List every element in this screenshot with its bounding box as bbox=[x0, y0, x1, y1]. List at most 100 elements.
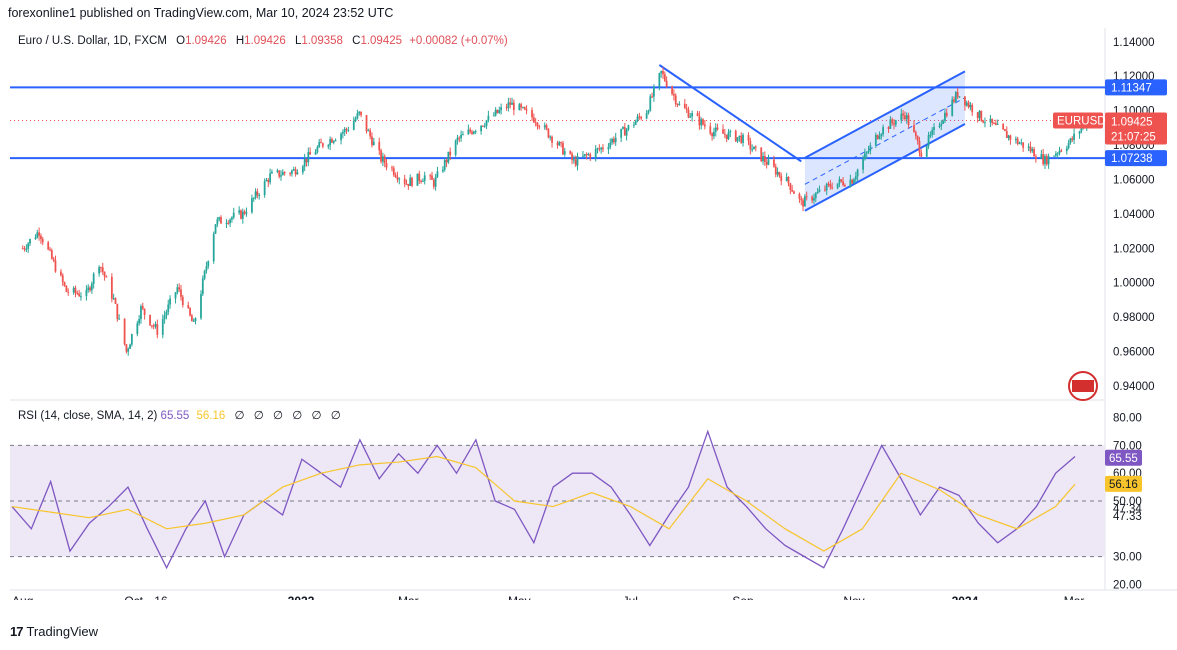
candle-body bbox=[905, 115, 908, 120]
channel-midline bbox=[804, 97, 966, 185]
candle-body bbox=[123, 318, 126, 345]
candle-body bbox=[1005, 131, 1008, 139]
price-tick-label: 1.00000 bbox=[1113, 278, 1155, 290]
time-axis-label: Mar bbox=[1064, 594, 1085, 600]
candle-body bbox=[1067, 142, 1070, 149]
hidden-value-icon: ∅ bbox=[272, 410, 284, 422]
time-axis-label: Nov bbox=[843, 594, 864, 600]
candle-body bbox=[331, 139, 333, 143]
candle-body bbox=[321, 143, 324, 147]
candle-body bbox=[882, 127, 884, 135]
candle-body bbox=[61, 275, 64, 283]
rsi-extra-label: 47.33 bbox=[1113, 511, 1142, 523]
candle-body bbox=[156, 324, 159, 335]
candle-body bbox=[518, 104, 521, 111]
candle-body bbox=[602, 147, 604, 150]
candle-body bbox=[201, 278, 204, 295]
candle-body bbox=[161, 319, 164, 335]
candle-body bbox=[856, 169, 859, 177]
last-price-badge: 1.09425 bbox=[1111, 117, 1153, 129]
candle-body bbox=[500, 107, 503, 111]
candle-body bbox=[823, 189, 826, 191]
candle-body bbox=[130, 334, 133, 345]
candle-body bbox=[614, 137, 617, 143]
candle-body bbox=[245, 212, 248, 214]
candle-body bbox=[563, 151, 566, 155]
footer-brand-text: TradingView bbox=[26, 624, 99, 639]
candle-body bbox=[634, 121, 637, 125]
candle-body bbox=[372, 141, 375, 146]
candle-body bbox=[283, 172, 286, 174]
candle-body bbox=[803, 196, 806, 207]
candle-body bbox=[805, 196, 808, 198]
rsi-legend: RSI (14, close, SMA, 14, 2) 65.55 56.16 … bbox=[18, 408, 341, 422]
symbol-tag-bg bbox=[1053, 112, 1103, 129]
candle-body bbox=[192, 320, 195, 322]
candle-body bbox=[674, 95, 677, 104]
candle-body bbox=[1060, 150, 1063, 152]
candle-body bbox=[49, 249, 51, 251]
candle-body bbox=[543, 125, 546, 128]
candle-body bbox=[632, 124, 635, 126]
candle-body bbox=[1080, 127, 1083, 132]
candle-body bbox=[352, 121, 355, 130]
candle-body bbox=[600, 147, 603, 150]
candle-body bbox=[1042, 154, 1045, 165]
candle-body bbox=[225, 222, 228, 224]
candle-body bbox=[460, 134, 462, 139]
publisher-line: forexonline1 published on TradingView.co… bbox=[8, 6, 394, 20]
time-axis-label: Aug bbox=[12, 594, 33, 600]
hidden-value-icon: ∅ bbox=[292, 410, 303, 422]
candle-body bbox=[1034, 156, 1037, 159]
candle-body bbox=[838, 179, 841, 184]
candle-body bbox=[252, 197, 255, 199]
candle-body bbox=[984, 122, 986, 124]
candle-body bbox=[880, 134, 883, 136]
candle-body bbox=[647, 110, 650, 114]
candle-body bbox=[334, 140, 337, 142]
candle-body bbox=[829, 184, 832, 188]
price-tick-label: 1.06000 bbox=[1113, 174, 1155, 186]
chart-canvas[interactable]: 1.140001.120001.100001.080001.060001.040… bbox=[0, 0, 1177, 600]
candle-body bbox=[178, 287, 181, 290]
candle-body bbox=[482, 125, 484, 127]
candle-body bbox=[785, 176, 788, 182]
candle-body bbox=[560, 141, 563, 144]
candle-body bbox=[636, 116, 639, 122]
candle-body bbox=[256, 191, 259, 196]
candle-body bbox=[991, 118, 994, 124]
footer-brand[interactable]: 17 TradingView bbox=[10, 624, 98, 639]
candle-body bbox=[663, 74, 666, 81]
candle-body bbox=[118, 318, 121, 320]
candle-body bbox=[269, 173, 272, 183]
candle-body bbox=[485, 120, 488, 126]
candle-body bbox=[149, 314, 151, 326]
currency-flag-stripe bbox=[1072, 380, 1094, 392]
candle-body bbox=[716, 127, 719, 130]
candle-body bbox=[314, 152, 317, 155]
candle-body bbox=[1054, 153, 1057, 156]
candle-body bbox=[1004, 129, 1006, 132]
time-axis-label: 16 bbox=[154, 594, 168, 600]
candle-body bbox=[507, 102, 510, 108]
candle-body bbox=[194, 318, 197, 321]
candle-body bbox=[383, 156, 386, 164]
candle-body bbox=[931, 129, 934, 135]
price-tick-label: 1.02000 bbox=[1113, 243, 1155, 255]
price-tick-label: 1.04000 bbox=[1113, 209, 1155, 221]
candle-body bbox=[296, 172, 299, 175]
candle-body bbox=[978, 110, 981, 119]
candle-body bbox=[289, 173, 292, 175]
candle-body bbox=[472, 131, 475, 134]
candle-body bbox=[980, 110, 983, 121]
candle-body bbox=[714, 127, 717, 132]
candle-body bbox=[696, 113, 699, 116]
candle-body bbox=[849, 179, 852, 187]
candle-body bbox=[278, 170, 281, 177]
rsi-value-badge-bg bbox=[1105, 449, 1142, 466]
candle-body bbox=[281, 172, 284, 176]
candle-body bbox=[547, 128, 550, 138]
candle-body bbox=[341, 132, 344, 134]
candle-body bbox=[1014, 138, 1017, 140]
candle-body bbox=[434, 176, 437, 187]
